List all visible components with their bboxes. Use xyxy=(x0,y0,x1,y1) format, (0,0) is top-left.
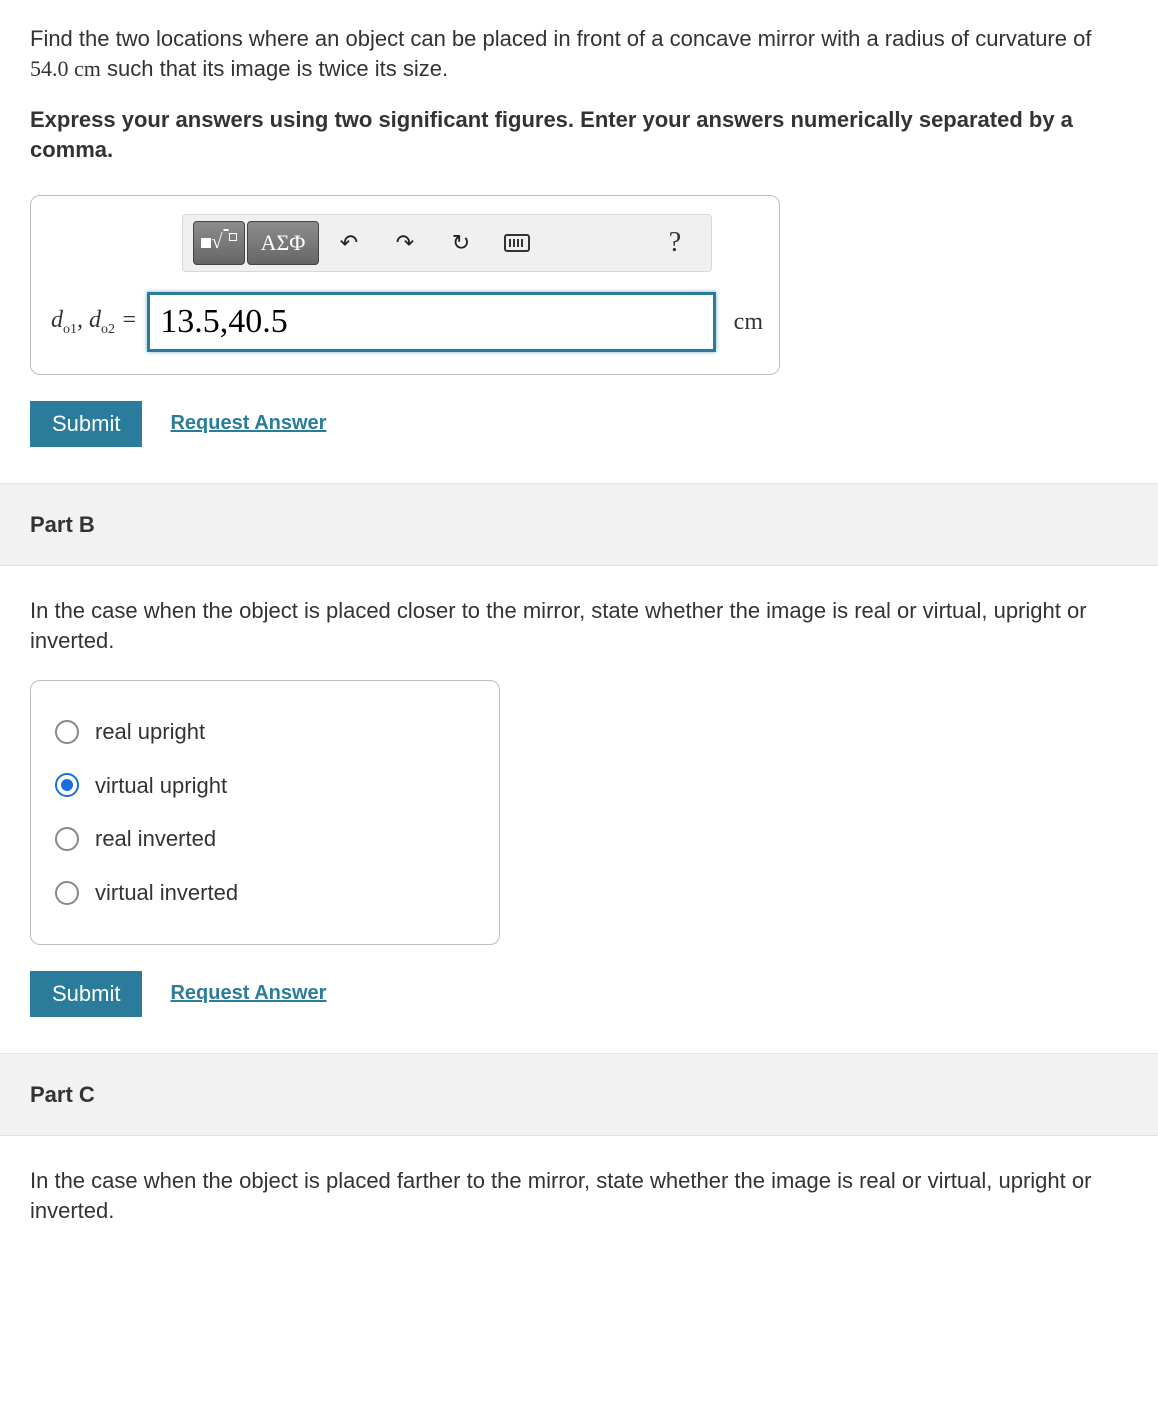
answer-input[interactable] xyxy=(147,292,715,352)
radio-option[interactable]: real inverted xyxy=(55,812,475,866)
help-button[interactable]: ? xyxy=(649,221,701,265)
reset-icon: ↻ xyxy=(452,228,470,258)
problem-instruction: Express your answers using two significa… xyxy=(0,105,1158,182)
part-c-question: In the case when the object is placed fa… xyxy=(30,1166,1128,1225)
var-sep: , xyxy=(77,307,89,333)
reset-button[interactable]: ↻ xyxy=(435,221,487,265)
var2-base: d xyxy=(89,307,101,333)
undo-button[interactable]: ↶ xyxy=(323,221,375,265)
radio-label: virtual inverted xyxy=(95,878,238,908)
redo-button[interactable]: ↷ xyxy=(379,221,431,265)
templates-button[interactable]: √ xyxy=(193,221,245,265)
radio-icon xyxy=(55,773,79,797)
radio-option[interactable]: real upright xyxy=(55,705,475,759)
var2-sub: o2 xyxy=(101,322,115,337)
var-eq: = xyxy=(115,307,137,333)
answer-row: do1, do2 = cm xyxy=(47,292,763,352)
submit-button[interactable]: Submit xyxy=(30,971,142,1017)
page-root: Find the two locations where an object c… xyxy=(0,0,1158,1236)
radius-value: 54.0 cm xyxy=(30,56,101,81)
radio-label: virtual upright xyxy=(95,771,227,801)
problem-statement: Find the two locations where an object c… xyxy=(0,0,1158,105)
request-answer-link[interactable]: Request Answer xyxy=(170,980,326,1007)
radio-icon xyxy=(55,881,79,905)
radio-option[interactable]: virtual inverted xyxy=(55,866,475,920)
answer-unit: cm xyxy=(716,306,763,338)
var1-sub: o1 xyxy=(63,322,77,337)
part-b-question: In the case when the object is placed cl… xyxy=(30,596,1128,655)
part-b-options-panel: real upright virtual upright real inverted… xyxy=(30,680,500,945)
templates-icon: √ xyxy=(201,229,238,256)
keyboard-button[interactable] xyxy=(491,221,543,265)
undo-icon: ↶ xyxy=(340,228,358,258)
submit-button[interactable]: Submit xyxy=(30,401,142,447)
part-b-body: In the case when the object is placed cl… xyxy=(0,566,1158,944)
keyboard-icon xyxy=(504,234,530,252)
part-b-header: Part B xyxy=(0,483,1158,567)
part-a-actions: Submit Request Answer xyxy=(0,375,1158,483)
part-b-actions: Submit Request Answer xyxy=(0,945,1158,1053)
problem-text-pre: Find the two locations where an object c… xyxy=(30,26,1091,51)
math-toolbar: √ ΑΣΦ ↶ ↷ ↻ ? xyxy=(182,214,712,272)
part-c-header: Part C xyxy=(0,1053,1158,1137)
radio-icon xyxy=(55,827,79,851)
radio-label: real inverted xyxy=(95,824,216,854)
answer-variable-label: do1, do2 = xyxy=(47,304,147,340)
problem-sentence: Find the two locations where an object c… xyxy=(30,24,1128,83)
radio-label: real upright xyxy=(95,717,205,747)
radio-dot xyxy=(61,779,73,791)
request-answer-link[interactable]: Request Answer xyxy=(170,410,326,437)
greek-button[interactable]: ΑΣΦ xyxy=(247,221,319,265)
answer-panel: √ ΑΣΦ ↶ ↷ ↻ ? do1, do2 = cm xyxy=(30,195,780,375)
radio-option[interactable]: virtual upright xyxy=(55,759,475,813)
problem-text-post: such that its image is twice its size. xyxy=(101,56,448,81)
radio-icon xyxy=(55,720,79,744)
part-c-body: In the case when the object is placed fa… xyxy=(0,1136,1158,1235)
redo-icon: ↷ xyxy=(396,228,414,258)
var1-base: d xyxy=(51,307,63,333)
